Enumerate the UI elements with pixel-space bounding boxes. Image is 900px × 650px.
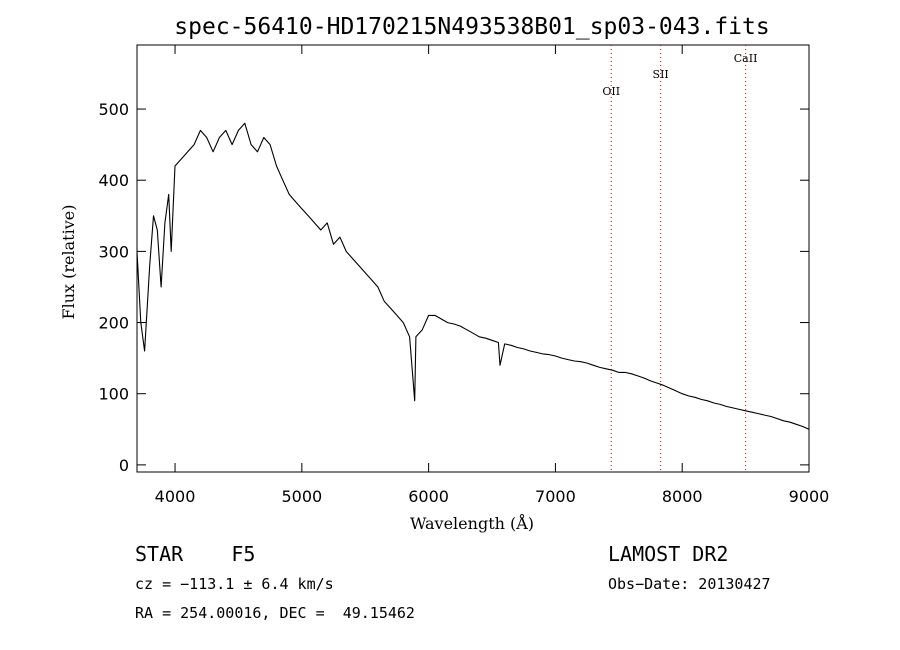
coordinates-text: RA = 254.00016, DEC = 49.15462 xyxy=(135,604,415,622)
x-tick-label: 7000 xyxy=(535,487,576,506)
object-class: STAR F5 xyxy=(135,542,256,566)
x-axis-label: Wavelength (Å) xyxy=(410,513,534,533)
y-tick-label: 200 xyxy=(98,314,129,333)
chart-title: spec-56410-HD170215N493538B01_sp03-043.f… xyxy=(174,14,769,40)
x-tick-label: 6000 xyxy=(408,487,449,506)
y-tick-label: 400 xyxy=(98,171,129,190)
spectrum-series-line xyxy=(136,122,810,430)
y-tick-label: 300 xyxy=(98,242,129,261)
emission-line-label: CaII xyxy=(734,52,758,65)
plot-area: 4000 5000 6000 7000 8000 9000 0 100 200 300 400 500… xyxy=(98,44,830,506)
x-tick-label: 8000 xyxy=(662,487,703,506)
y-tick-label: 100 xyxy=(98,385,129,404)
redshift-text: cz = −113.1 ± 6.4 km/s xyxy=(135,575,334,593)
x-tick-label: 9000 xyxy=(789,487,830,506)
y-tick-label: 0 xyxy=(119,456,129,475)
x-tick-label: 5000 xyxy=(281,487,322,506)
x-tick-label: 4000 xyxy=(155,487,196,506)
plot-frame xyxy=(136,44,810,473)
obs-date-text: Obs−Date: 20130427 xyxy=(608,575,771,593)
survey-name: LAMOST DR2 xyxy=(608,542,729,566)
y-axis-label: Flux (relative) xyxy=(59,205,78,320)
emission-line-label: SII xyxy=(653,68,669,81)
y-tick-label: 500 xyxy=(98,100,129,119)
emission-line-label: OII xyxy=(602,85,620,98)
